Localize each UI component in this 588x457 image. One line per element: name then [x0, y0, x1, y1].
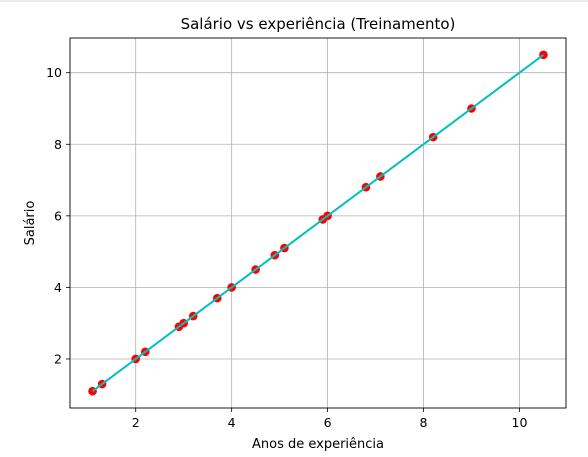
- y-tick-label: 2: [54, 351, 62, 366]
- y-tick-label: 8: [54, 137, 62, 152]
- top-border: [0, 0, 588, 2]
- x-tick-label: 10: [512, 415, 528, 430]
- regression-line: [91, 54, 545, 392]
- chart-title: Salário vs experiência (Treinamento): [181, 15, 456, 33]
- y-tick-label: 4: [54, 280, 62, 295]
- x-axis-ticks: 2 4 6 8 10: [132, 408, 528, 430]
- x-tick-label: 4: [228, 415, 236, 430]
- x-tick-label: 2: [132, 415, 140, 430]
- y-tick-label: 6: [54, 208, 62, 223]
- y-axis-ticks: 2 4 6 8 10: [46, 65, 70, 366]
- x-axis-label: Anos de experiência: [252, 437, 384, 452]
- y-tick-label: 10: [46, 65, 62, 80]
- regression-line-group: [91, 54, 545, 392]
- y-axis-label: Salário: [23, 201, 38, 246]
- x-tick-label: 6: [324, 415, 332, 430]
- x-tick-label: 8: [420, 415, 428, 430]
- grid-lines: [70, 38, 566, 408]
- axes-frame: [69, 37, 567, 409]
